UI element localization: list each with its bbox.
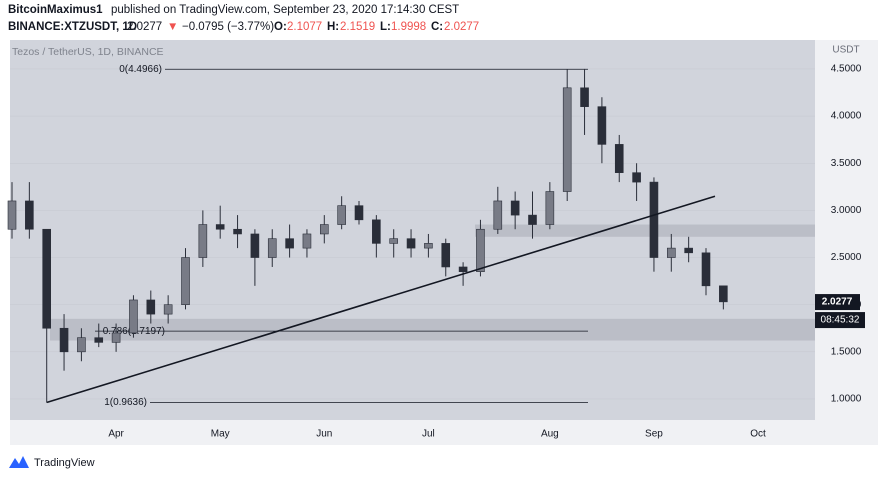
x-tick-label: Jul bbox=[422, 429, 435, 440]
candle-body bbox=[302, 233, 312, 249]
candle-body bbox=[129, 299, 138, 334]
y-tick-label: 1.0000 bbox=[831, 394, 862, 405]
close-value: 2.0277 bbox=[444, 21, 479, 33]
candle-body bbox=[528, 214, 537, 225]
candle-body bbox=[7, 200, 17, 230]
price-axis-background bbox=[815, 40, 878, 420]
candle-body bbox=[649, 181, 659, 258]
candle-body bbox=[493, 200, 503, 230]
support-zone bbox=[50, 318, 815, 341]
fib-label: 0(4.4966) bbox=[119, 64, 162, 75]
logo-icon bbox=[9, 456, 29, 468]
high-value: 2.1519 bbox=[340, 21, 375, 33]
candle-body bbox=[215, 224, 225, 230]
candle-body bbox=[25, 200, 34, 230]
y-tick-label: 2.5000 bbox=[831, 252, 862, 263]
low-label: L: bbox=[380, 21, 391, 33]
candle-body bbox=[250, 233, 260, 258]
candle-body bbox=[42, 228, 52, 329]
candle-body bbox=[285, 238, 294, 249]
candle-body bbox=[233, 228, 242, 235]
support-zone bbox=[475, 224, 815, 237]
last-price-label: 2.0277 bbox=[822, 297, 853, 308]
change-arrow: ▼ bbox=[167, 21, 178, 33]
trendline bbox=[46, 195, 716, 404]
candle-body bbox=[510, 200, 520, 216]
open-label: O: bbox=[274, 21, 287, 33]
y-tick-label: 3.0000 bbox=[831, 205, 862, 216]
y-axis-label: USDT bbox=[832, 45, 859, 56]
author: BitcoinMaximus1 bbox=[8, 4, 103, 16]
candle-body bbox=[458, 266, 468, 272]
candle-body bbox=[267, 238, 277, 258]
last-price-tag bbox=[815, 294, 860, 311]
change: −0.0795 (−3.77%) bbox=[182, 21, 274, 33]
candle-body bbox=[614, 144, 624, 173]
candle-body bbox=[198, 224, 208, 258]
candle-body bbox=[666, 247, 676, 258]
candle-body bbox=[580, 87, 589, 107]
candle-body bbox=[476, 228, 485, 272]
x-tick-label: Oct bbox=[750, 429, 766, 440]
tradingview-logo bbox=[9, 456, 29, 468]
candle-body bbox=[354, 205, 364, 221]
candle-body bbox=[146, 299, 156, 315]
candle-body bbox=[632, 172, 641, 183]
candle-body bbox=[562, 87, 572, 192]
candle-body bbox=[701, 252, 711, 287]
candle-body bbox=[545, 191, 555, 225]
symbol: BINANCE:XTZUSDT, 1D bbox=[8, 21, 137, 33]
candle-body bbox=[163, 304, 173, 315]
candle-body bbox=[59, 327, 69, 353]
high-label: H: bbox=[327, 21, 339, 33]
candle-body bbox=[389, 238, 399, 244]
candle-body bbox=[719, 285, 728, 303]
countdown-tag bbox=[815, 312, 865, 329]
candle-body bbox=[337, 205, 346, 225]
candle-body bbox=[424, 243, 433, 249]
y-tick-label: 4.0000 bbox=[831, 111, 862, 122]
candle-body bbox=[111, 332, 121, 343]
candle-body bbox=[441, 243, 451, 268]
y-tick-label: 1.5000 bbox=[831, 346, 862, 357]
candle-body bbox=[319, 224, 329, 235]
candle-body bbox=[372, 219, 381, 244]
open-value: 2.1077 bbox=[287, 21, 322, 33]
countdown-label: 08:45:32 bbox=[821, 315, 860, 326]
y-tick-label: 3.5000 bbox=[831, 158, 862, 169]
low-value: 1.9998 bbox=[391, 21, 426, 33]
x-tick-label: Jun bbox=[316, 429, 332, 440]
x-tick-label: May bbox=[211, 429, 230, 440]
published: published on TradingView.com, September … bbox=[111, 4, 459, 16]
candle-body bbox=[181, 257, 190, 305]
x-tick-label: Aug bbox=[541, 429, 559, 440]
x-tick-label: Sep bbox=[645, 429, 663, 440]
x-tick-label: Apr bbox=[108, 429, 124, 440]
last-price: 2.0277 bbox=[127, 21, 162, 33]
candle-body bbox=[684, 247, 693, 254]
y-tick-label: 4.5000 bbox=[831, 64, 862, 75]
brand: TradingView bbox=[34, 457, 95, 469]
candle-body bbox=[597, 106, 607, 145]
chart-title: Tezos / TetherUS, 1D, BINANCE bbox=[12, 46, 164, 58]
candle-body bbox=[94, 337, 104, 343]
fib-label: 1(0.9636) bbox=[104, 397, 147, 408]
close-label: C: bbox=[431, 21, 443, 33]
candle-body bbox=[406, 238, 416, 249]
candle-body bbox=[77, 337, 86, 353]
time-axis-background bbox=[10, 420, 878, 445]
